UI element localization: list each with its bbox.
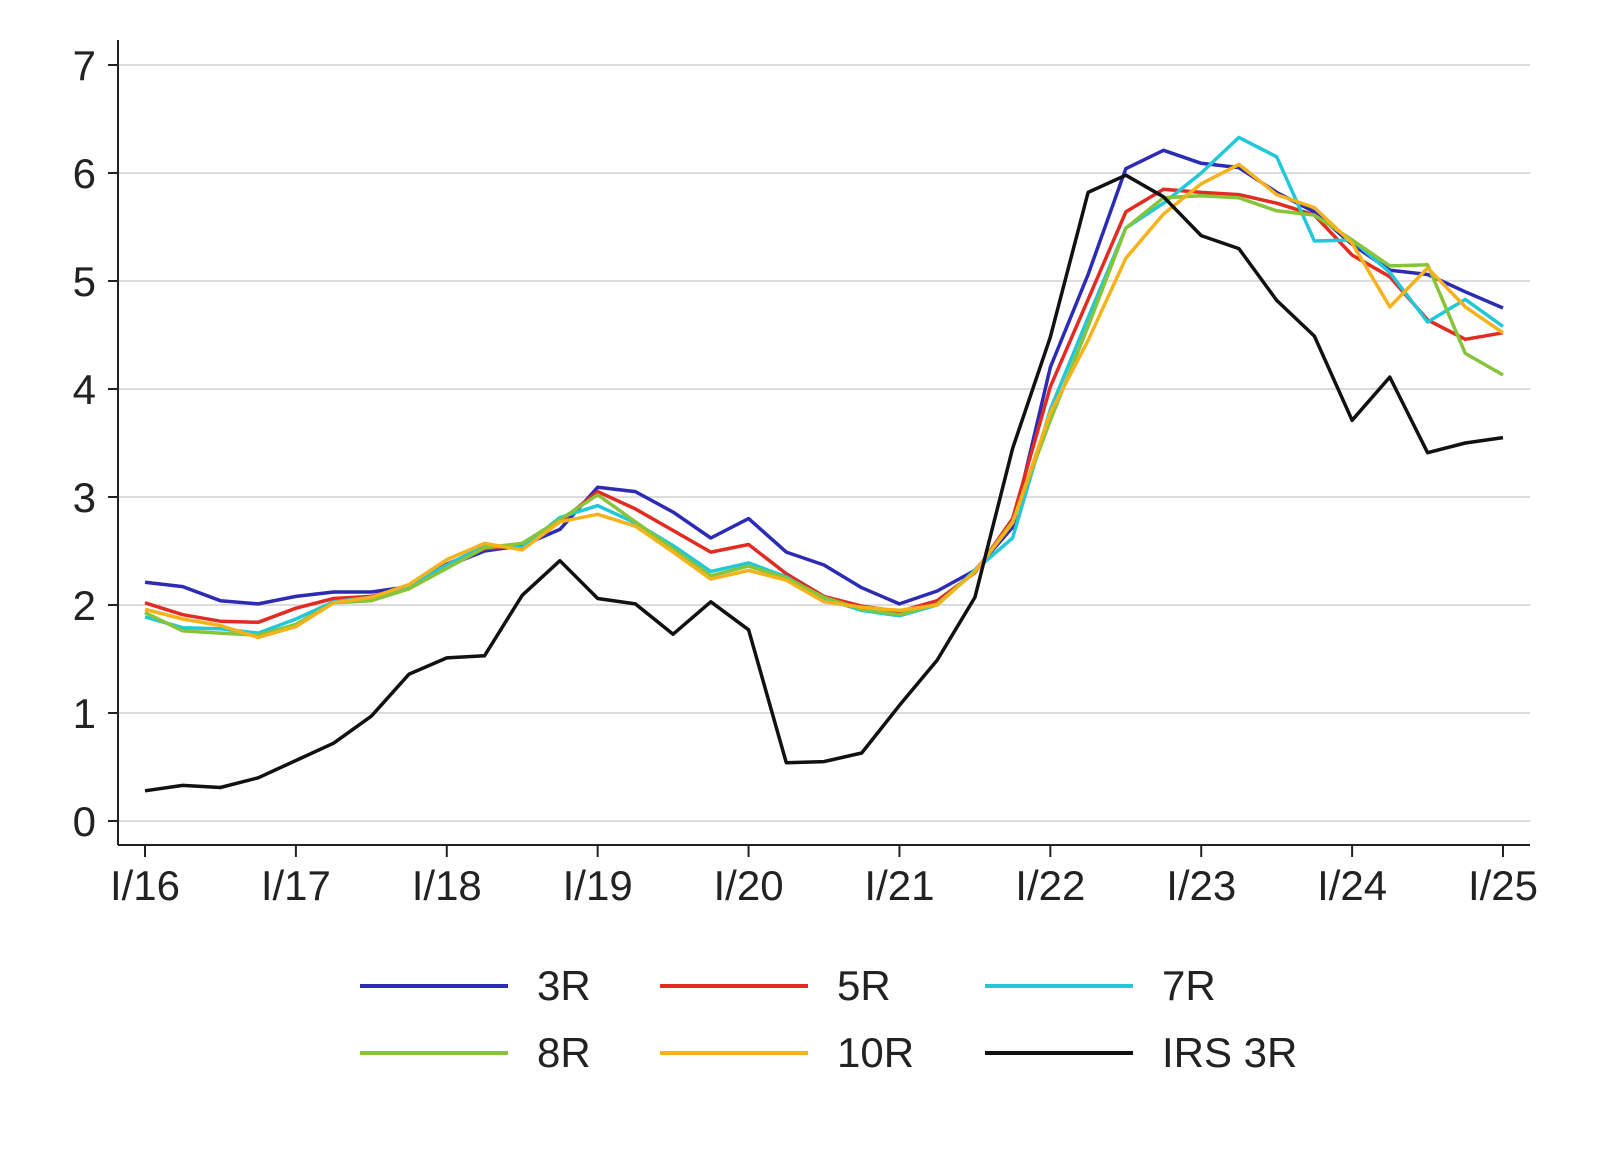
series-lines [144,135,1505,793]
legend-label: 10R [837,1029,914,1076]
y-tick-label: 7 [73,42,96,89]
y-tick-label: 2 [73,582,96,629]
series-line-irs-3r [144,173,1504,793]
x-tick-label: I/20 [714,862,784,909]
x-tick-label: I/21 [864,862,934,909]
series-line-5r [144,187,1504,625]
y-tick-label: 1 [73,690,96,737]
y-tick-label: 3 [73,474,96,521]
x-tick-label: I/24 [1317,862,1387,909]
y-tick-label: 5 [73,258,96,305]
legend-label: 3R [537,962,591,1009]
x-tick-label: I/17 [261,862,331,909]
legend-label: 8R [537,1029,591,1076]
x-tick-label: I/23 [1166,862,1236,909]
x-tick-label: I/25 [1468,862,1538,909]
x-tick-label: I/16 [110,862,180,909]
axes: 0 1 2 3 4 5 6 7 I/16 I/17 I/18 I/19 I/20 I/21 I/22 I/23… [73,40,1538,909]
series-line-3r [144,148,1504,606]
series-line-8r [144,193,1504,637]
legend-label: 5R [837,962,891,1009]
x-tick-label: I/22 [1015,862,1085,909]
y-tick-label: 6 [73,150,96,197]
x-tick-label: I/18 [412,862,482,909]
legend-label: 7R [1162,962,1216,1009]
y-tick-label: 0 [73,798,96,845]
series-line-10r [144,162,1504,640]
legend: 3R 5R 7R 8R 10R IRS 3R [360,962,1297,1076]
y-tick-label: 4 [73,366,96,413]
x-tick-label: I/19 [563,862,633,909]
gridlines [118,64,1530,822]
legend-label: IRS 3R [1162,1029,1297,1076]
